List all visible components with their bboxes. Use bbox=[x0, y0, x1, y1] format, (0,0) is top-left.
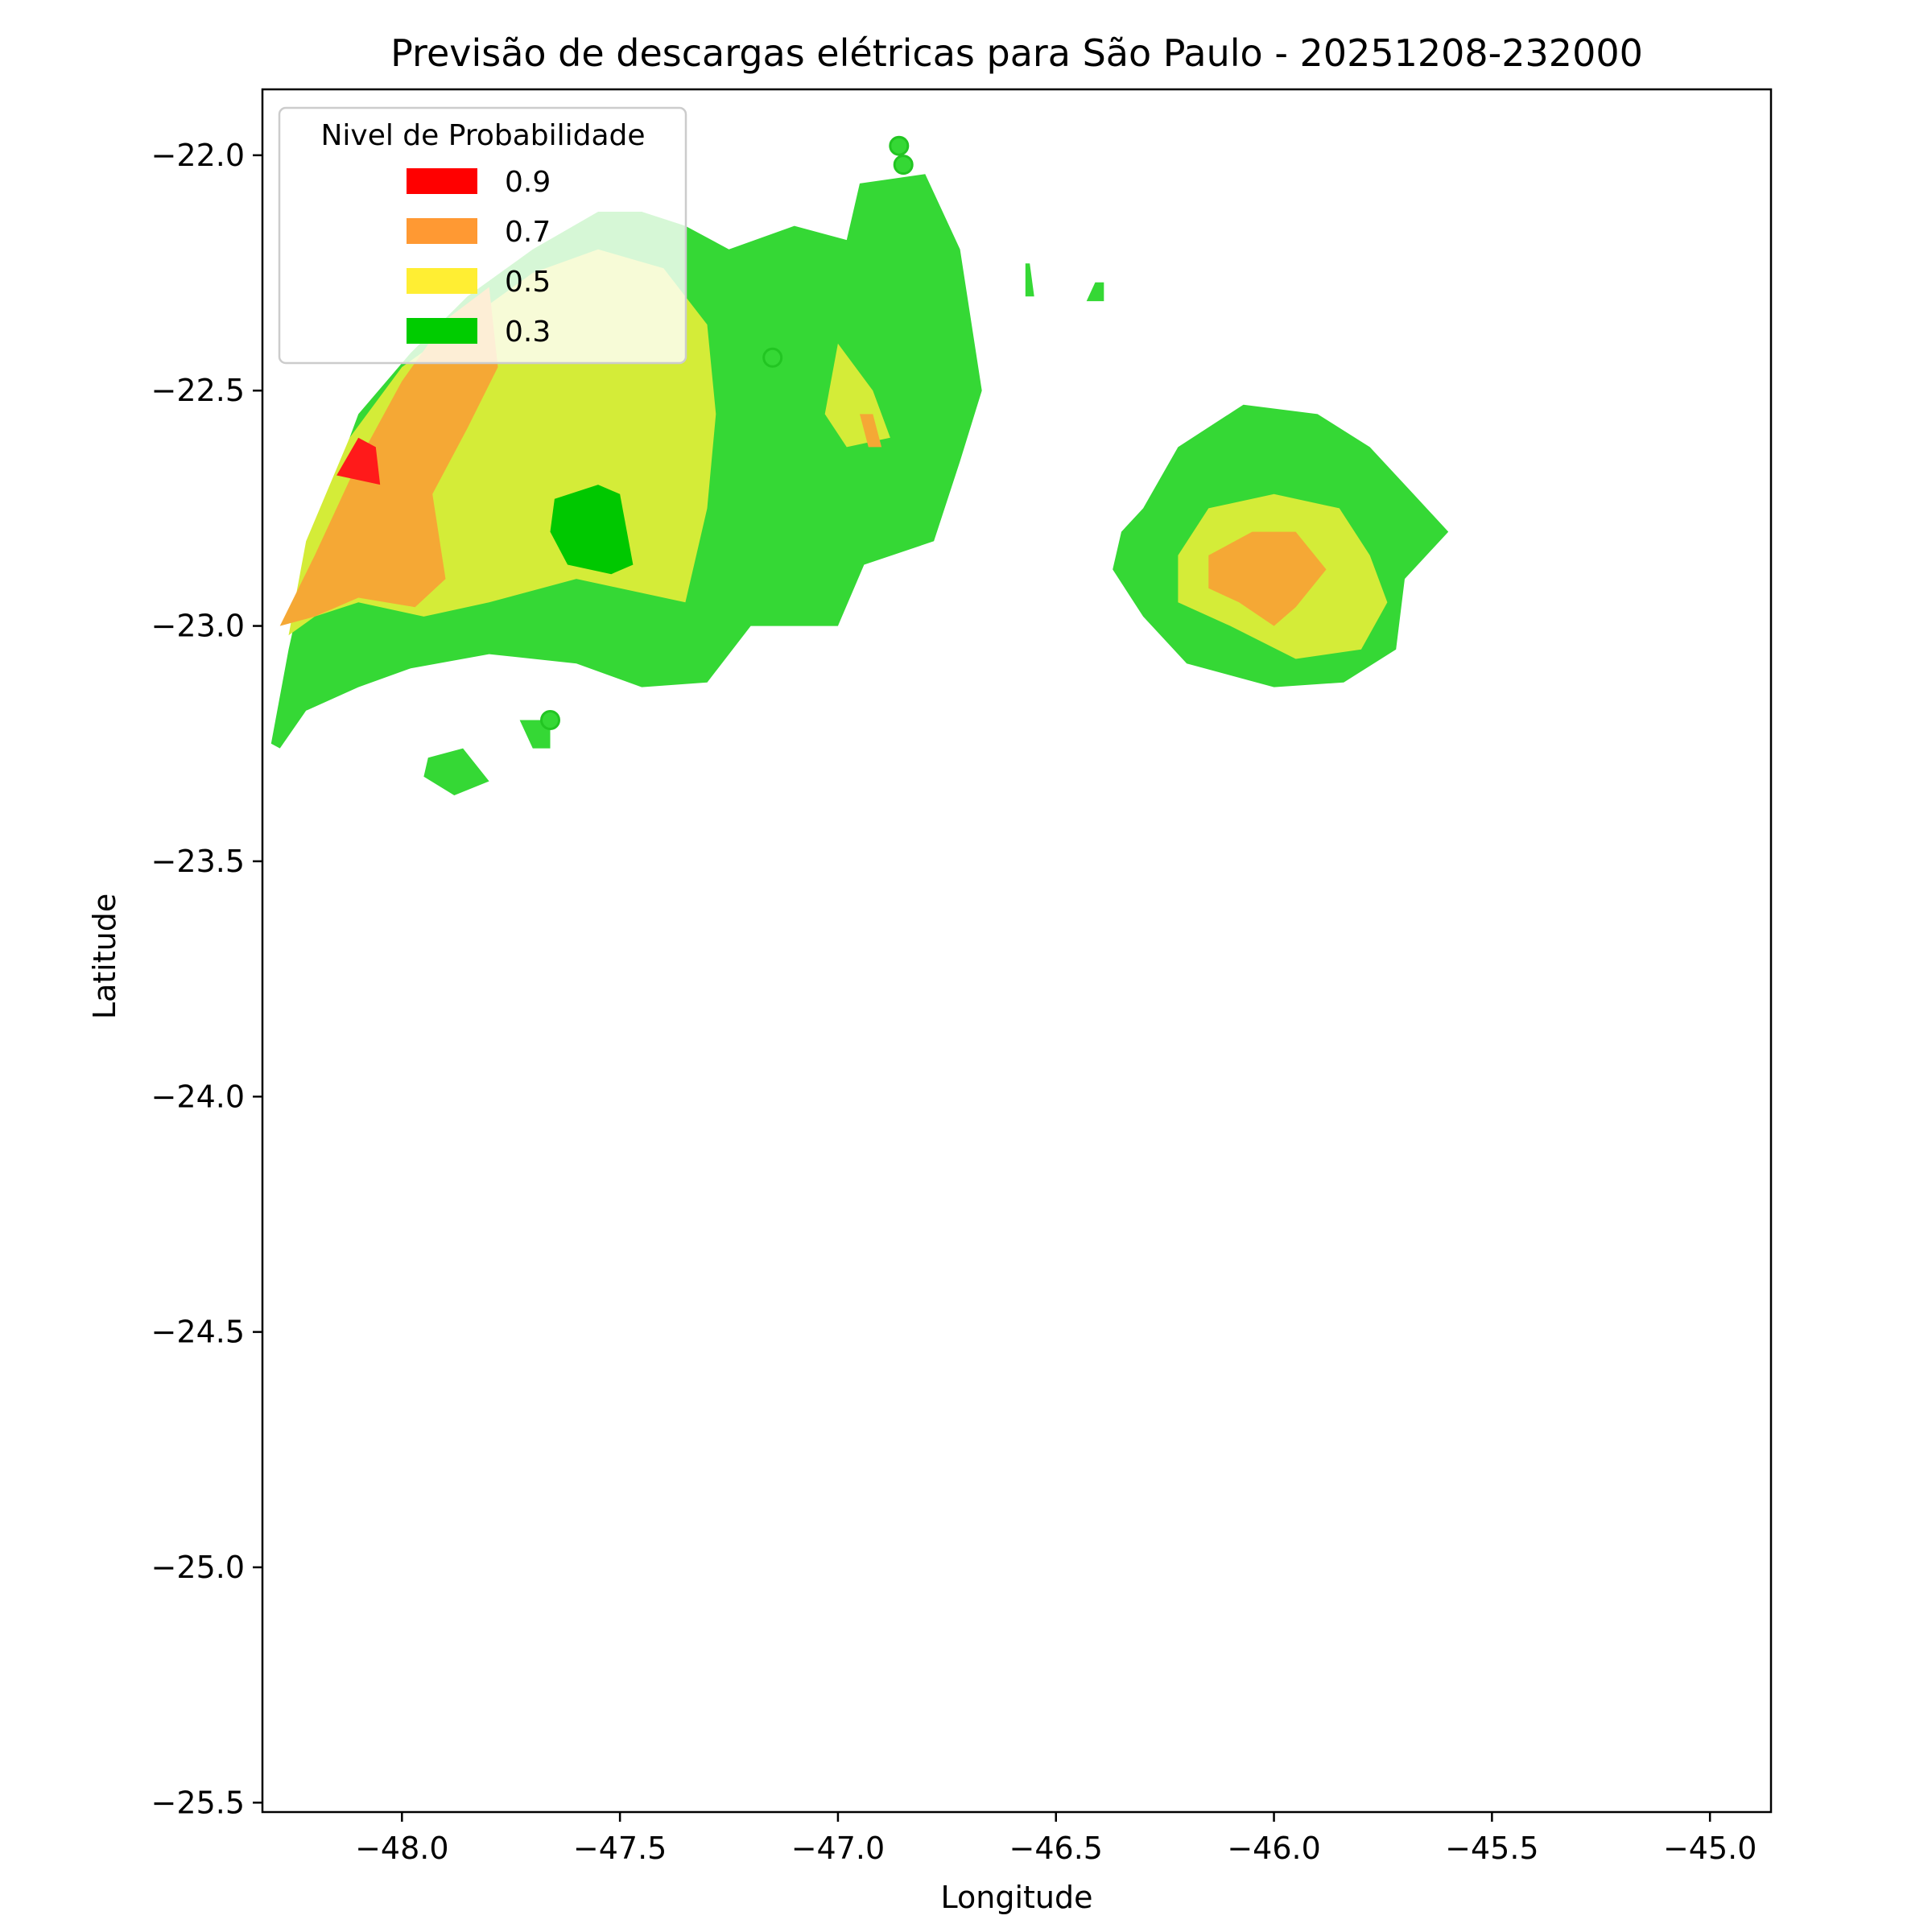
region-dot-2 bbox=[893, 155, 914, 175]
y-tick-label: −24.5 bbox=[151, 1315, 245, 1350]
chart-title: Previsão de descargas elétricas para São… bbox=[390, 31, 1643, 75]
legend-swatch-0.5 bbox=[407, 268, 477, 294]
legend-title: Nivel de Probabilidade bbox=[320, 119, 645, 152]
y-axis-title: Latitude bbox=[87, 894, 122, 1019]
region-south-fragment-1 bbox=[423, 748, 489, 795]
legend-label: 0.5 bbox=[505, 266, 551, 299]
region-dot-4 bbox=[540, 710, 560, 730]
legend-swatch-0.9 bbox=[407, 168, 477, 194]
legend-box bbox=[278, 106, 687, 365]
y-tick-label: −25.5 bbox=[151, 1785, 245, 1820]
x-axis: −48.0 −47.5 −47.0 −46.5 −46.0 −45.5 −45.0 bbox=[355, 1812, 1757, 1866]
y-tick-label: −23.0 bbox=[151, 609, 245, 644]
x-tick-label: −46.0 bbox=[1227, 1831, 1320, 1866]
region-west-storm-red bbox=[336, 437, 381, 485]
legend: Nivel de Probabilidade 0.9 0.7 0.5 0.3 bbox=[278, 106, 687, 365]
region-south-fragment-2 bbox=[519, 720, 551, 749]
region-east-storm-orange bbox=[1208, 531, 1327, 626]
region-dot-3 bbox=[762, 347, 783, 368]
x-tick-label: −47.0 bbox=[791, 1831, 885, 1866]
legend-swatch-0.3 bbox=[407, 318, 477, 344]
y-axis: −22.0 −22.5 −23.0 −23.5 −24.0 −24.5 −25.0 −25.5 bbox=[151, 138, 262, 1820]
x-tick-label: −47.5 bbox=[573, 1831, 667, 1866]
x-tick-label: −45.0 bbox=[1663, 1831, 1757, 1866]
legend-label: 0.3 bbox=[505, 316, 551, 349]
region-west-storm-orange bbox=[279, 287, 498, 626]
x-axis-title: Longitude bbox=[941, 1880, 1093, 1915]
region-north-fragment-2 bbox=[1086, 282, 1104, 302]
legend-entries: 0.9 0.7 0.5 0.3 bbox=[407, 166, 551, 349]
region-dot-1 bbox=[889, 135, 910, 156]
legend-label: 0.9 bbox=[505, 166, 551, 199]
region-central-orange-streak bbox=[860, 414, 882, 448]
y-tick-label: −25.0 bbox=[151, 1550, 245, 1585]
region-west-storm-core bbox=[550, 485, 634, 575]
y-tick-label: −22.5 bbox=[151, 373, 245, 408]
x-tick-label: −48.0 bbox=[355, 1831, 448, 1866]
region-north-fragment-1 bbox=[1025, 263, 1034, 297]
x-tick-label: −46.5 bbox=[1009, 1831, 1103, 1866]
legend-swatch-0.7 bbox=[407, 218, 477, 244]
y-tick-label: −22.0 bbox=[151, 138, 245, 173]
x-tick-label: −45.5 bbox=[1445, 1831, 1538, 1866]
plot-frame bbox=[261, 88, 1773, 1814]
y-tick-label: −24.0 bbox=[151, 1079, 245, 1114]
legend-label: 0.7 bbox=[505, 216, 551, 249]
y-tick-label: −23.5 bbox=[151, 844, 245, 879]
